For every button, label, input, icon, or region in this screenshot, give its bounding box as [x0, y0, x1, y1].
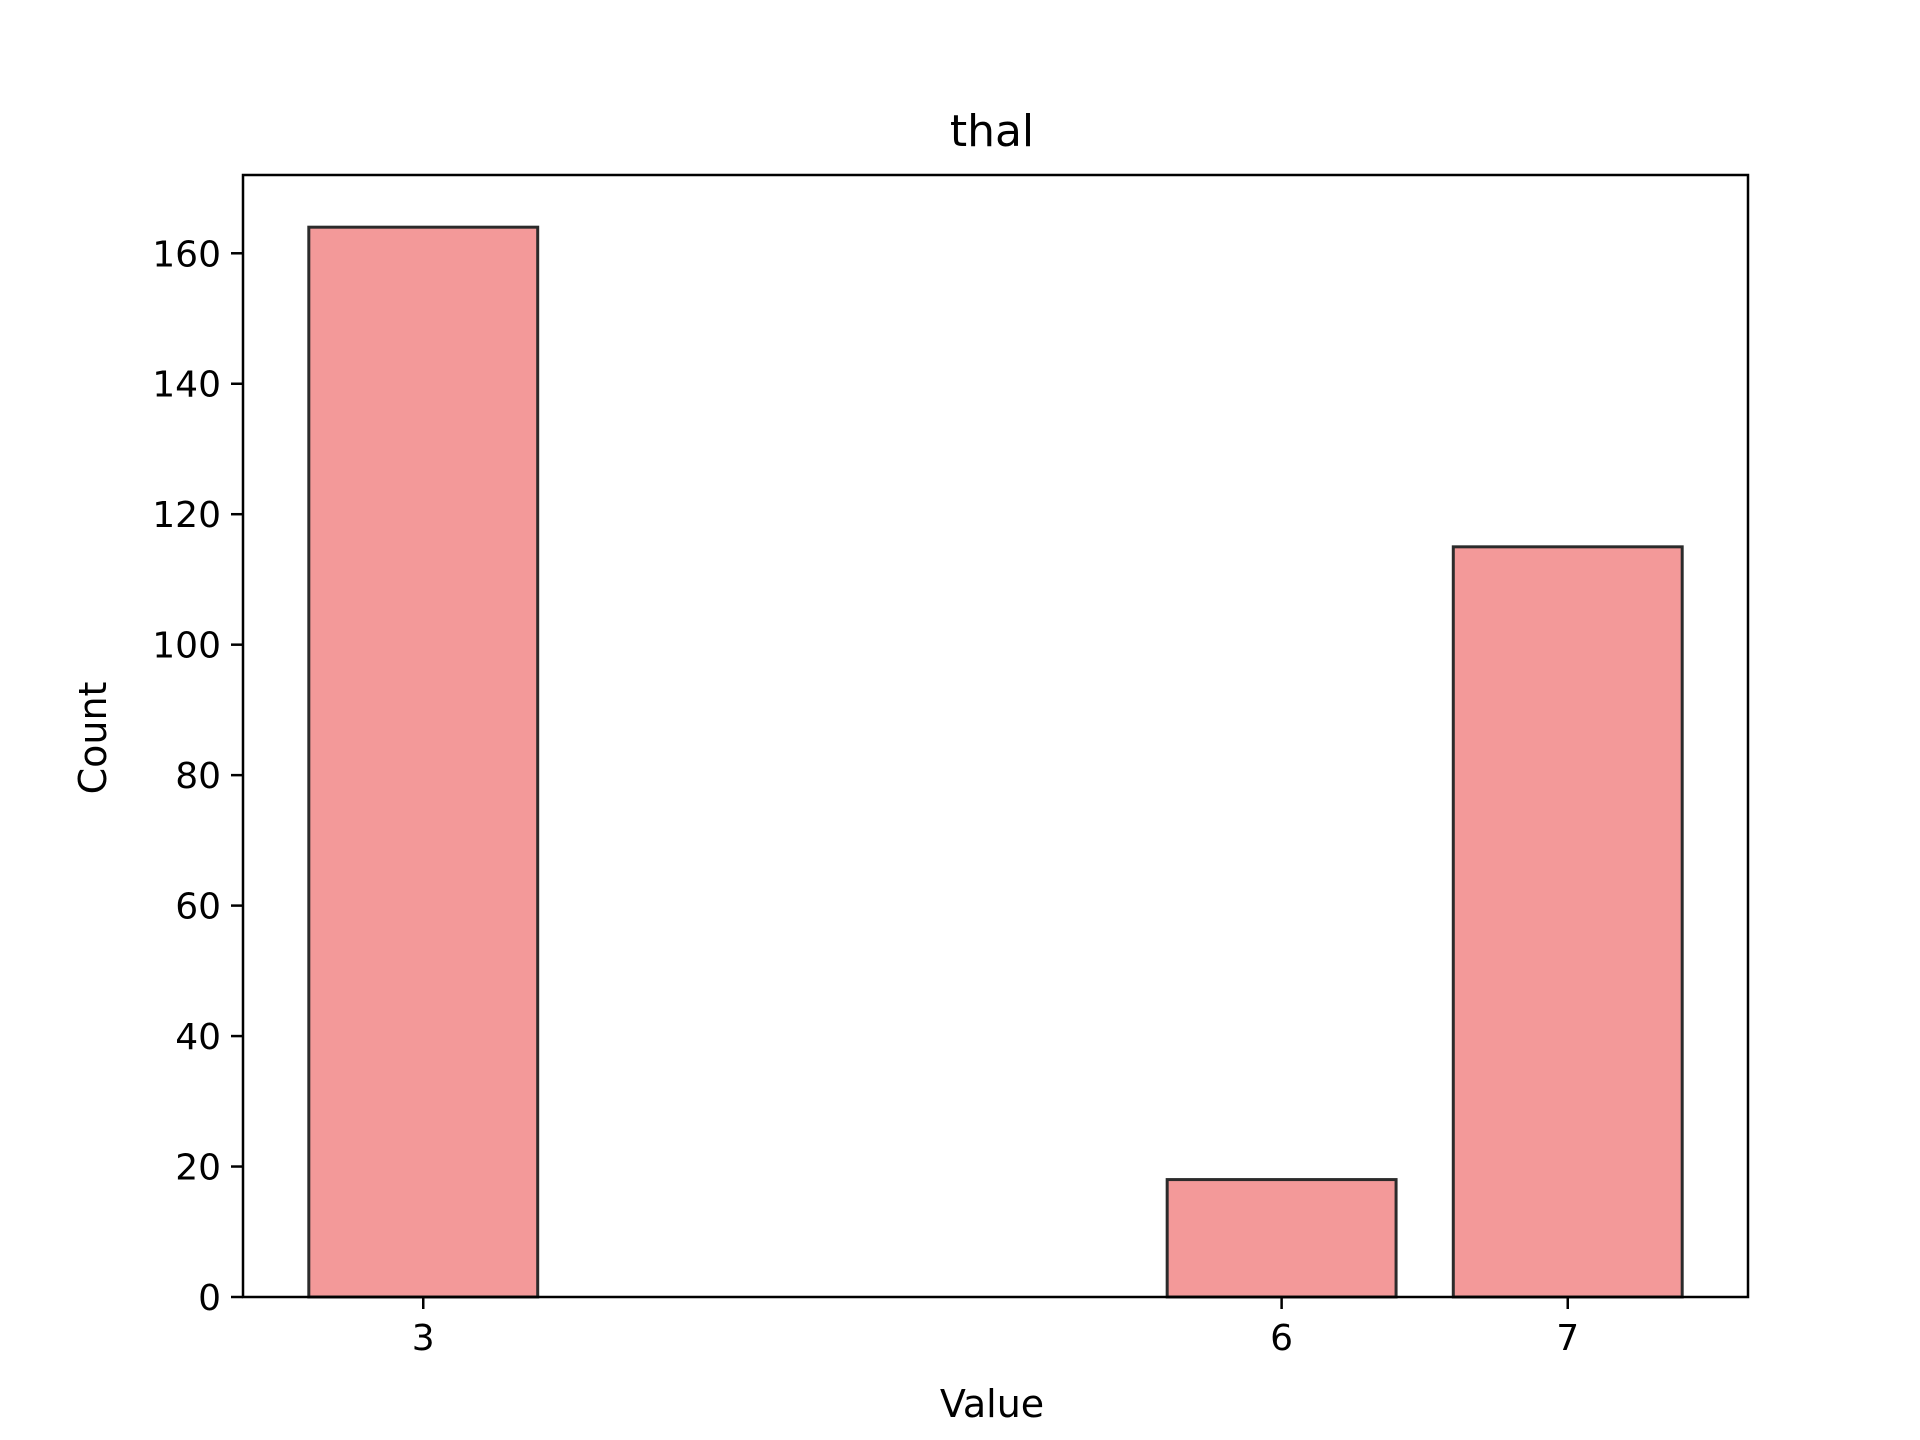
y-tick-label: 60 [175, 887, 221, 928]
chart-title: thal [950, 106, 1034, 157]
y-tick-label: 120 [152, 495, 221, 536]
y-axis-ticks: 0 20 40 60 80 100 120 140 160 [152, 234, 243, 1319]
bars-layer [307, 225, 1684, 1299]
x-axis-label: Value [940, 1382, 1044, 1426]
bar-7 [1451, 545, 1684, 1299]
bar-3 [307, 225, 540, 1299]
y-tick-label: 100 [152, 626, 221, 667]
y-tick-label: 80 [175, 756, 221, 797]
x-tick-label: 7 [1556, 1318, 1579, 1359]
bar-6 [1165, 1178, 1398, 1299]
y-tick-label: 40 [175, 1017, 221, 1058]
x-tick-label: 3 [412, 1318, 435, 1359]
y-tick-label: 160 [152, 234, 221, 275]
x-tick-label: 6 [1270, 1318, 1293, 1359]
x-axis-ticks: 3 6 7 [412, 1297, 1579, 1359]
y-tick-label: 0 [198, 1278, 221, 1319]
plot-area-frame [241, 173, 1750, 1299]
y-tick-label: 20 [175, 1148, 221, 1189]
y-axis-label: Count [71, 682, 115, 795]
y-tick-label: 140 [152, 365, 221, 406]
